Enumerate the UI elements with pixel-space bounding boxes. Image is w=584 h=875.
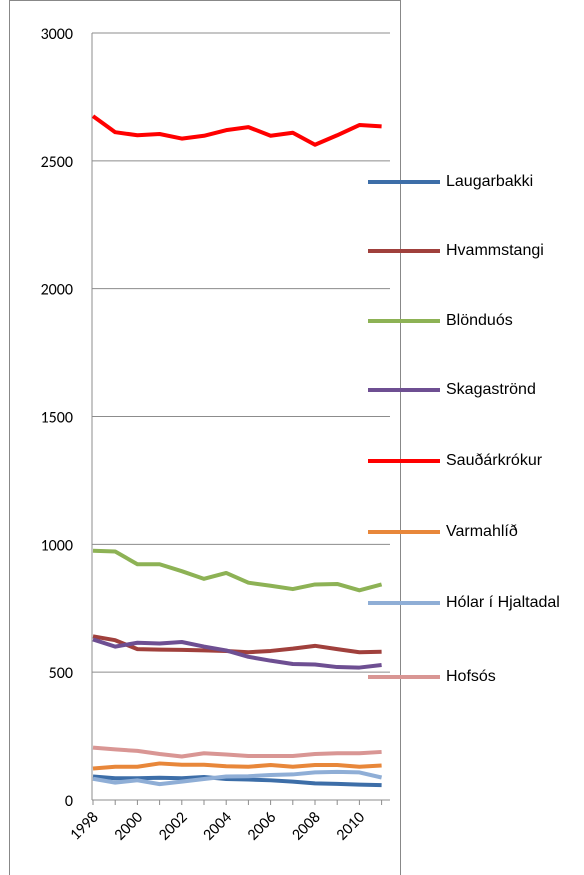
y-tick-label: 1500	[41, 409, 73, 428]
x-tick-label: 2002	[155, 808, 191, 844]
series-line	[92, 774, 382, 788]
series-line	[92, 745, 382, 759]
legend-label: Skagaströnd	[446, 381, 536, 398]
y-tick-label: 500	[49, 664, 73, 683]
x-tick-label: 2010	[333, 808, 369, 844]
y-tick-label: 2500	[41, 153, 73, 172]
series-line	[92, 761, 382, 771]
y-tick-label: 3000	[41, 25, 73, 44]
legend-label: Hólar í Hjaltadal	[446, 594, 560, 611]
x-tick-label: 2008	[288, 808, 324, 844]
legend-label: Hofsós	[446, 668, 496, 685]
y-tick-label: 2000	[41, 281, 73, 300]
legend-label: Laugarbakki	[446, 173, 534, 190]
legend-label: Hvammstangi	[446, 242, 544, 259]
x-tick-label: 2000	[111, 808, 147, 844]
x-tick-label: 2006	[244, 808, 280, 844]
series-line	[92, 637, 382, 670]
x-tick-label: 1998	[66, 808, 102, 844]
legend-label: Blönduós	[446, 312, 513, 329]
legend-label: Varmahlíð	[446, 523, 518, 540]
y-tick-label: 0	[65, 792, 73, 811]
legend-label: Sauðárkrókur	[446, 452, 543, 469]
series-line	[91, 114, 382, 147]
series-line	[92, 769, 383, 787]
y-tick-label: 1000	[41, 536, 73, 555]
x-tick-label: 2004	[199, 808, 235, 844]
series-line	[92, 548, 383, 593]
